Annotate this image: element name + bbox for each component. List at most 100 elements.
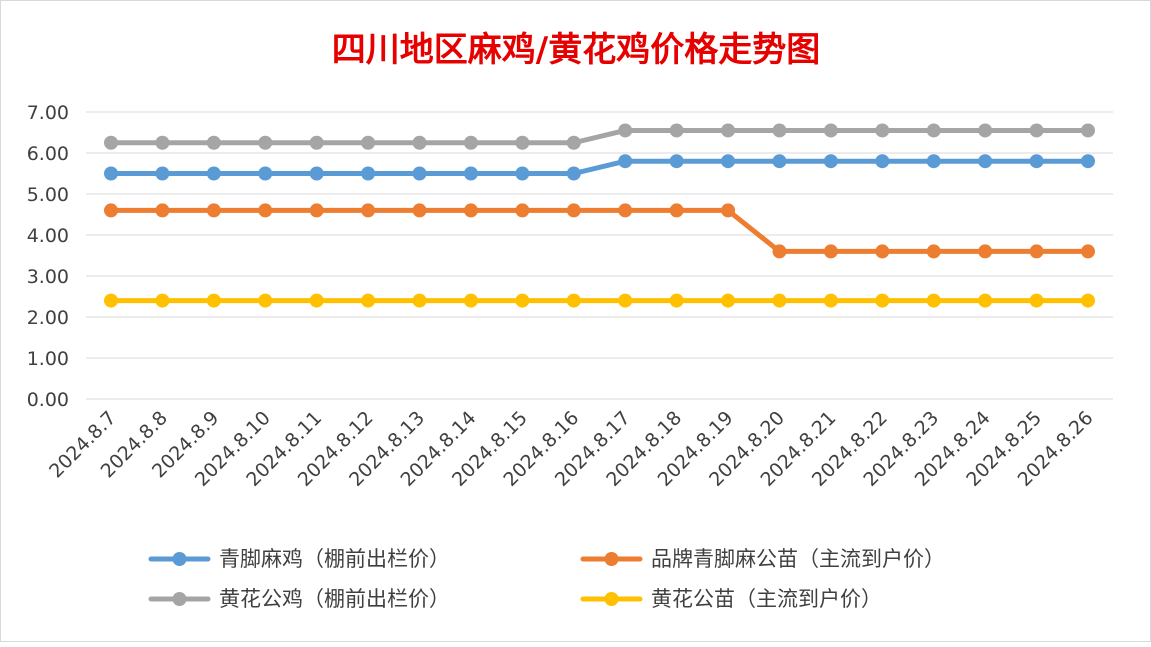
series-3: [104, 123, 1095, 150]
data-point: [978, 154, 993, 169]
data-point: [1081, 293, 1095, 308]
data-point: [309, 166, 324, 181]
data-point: [618, 293, 633, 308]
data-point: [875, 123, 890, 138]
legend-entry: 青脚麻鸡（棚前出栏价）: [148, 547, 450, 571]
legend-label: 青脚麻鸡（棚前出栏价）: [219, 547, 450, 571]
data-point: [669, 293, 684, 308]
data-point: [104, 203, 118, 218]
data-point: [463, 203, 478, 218]
data-point: [823, 154, 838, 169]
series-4: [104, 293, 1095, 308]
data-point: [566, 203, 581, 218]
data-point: [258, 166, 273, 181]
data-point: [875, 293, 890, 308]
data-point: [155, 293, 170, 308]
y-tick-label: 2.00: [27, 307, 69, 329]
data-point: [361, 166, 376, 181]
data-point: [206, 293, 221, 308]
data-point: [463, 135, 478, 150]
data-point: [978, 123, 993, 138]
series-2: [104, 203, 1095, 259]
data-point: [1029, 123, 1044, 138]
data-point: [669, 123, 684, 138]
data-point: [104, 135, 118, 150]
data-point: [1029, 244, 1044, 259]
data-point: [823, 123, 838, 138]
data-point: [155, 203, 170, 218]
data-point: [463, 293, 478, 308]
data-point: [926, 293, 941, 308]
data-point: [618, 123, 633, 138]
data-point: [1029, 293, 1044, 308]
data-point: [155, 166, 170, 181]
data-point: [772, 293, 787, 308]
series-line: [108, 158, 1091, 176]
data-point: [618, 203, 633, 218]
series-line: [108, 207, 1091, 254]
data-point: [309, 293, 324, 308]
y-tick-label: 7.00: [27, 102, 69, 124]
legend-entry: 品牌青脚麻公苗（主流到户价）: [580, 547, 945, 571]
data-point: [566, 166, 581, 181]
data-point: [669, 203, 684, 218]
data-point: [361, 203, 376, 218]
legend-label: 品牌青脚麻公苗（主流到户价）: [651, 547, 945, 571]
data-point: [772, 244, 787, 259]
y-tick-label: 1.00: [27, 348, 69, 370]
data-point: [823, 244, 838, 259]
data-point: [104, 166, 118, 181]
legend-marker: [604, 552, 619, 566]
data-point: [412, 203, 427, 218]
data-point: [206, 203, 221, 218]
data-point: [926, 154, 941, 169]
data-point: [721, 154, 736, 169]
data-point: [258, 135, 273, 150]
data-point: [515, 203, 530, 218]
data-point: [1081, 244, 1095, 259]
data-point: [309, 135, 324, 150]
y-tick-label: 0.00: [27, 389, 69, 411]
data-point: [412, 166, 427, 181]
data-point: [206, 135, 221, 150]
data-point: [463, 166, 478, 181]
legend-marker: [604, 592, 619, 606]
series-lines: [104, 123, 1095, 308]
data-point: [978, 293, 993, 308]
series-line: [108, 127, 1091, 146]
data-point: [515, 135, 530, 150]
data-point: [978, 244, 993, 259]
data-point: [618, 154, 633, 169]
x-axis-ticks: 2024.8.72024.8.82024.8.92024.8.102024.8.…: [45, 407, 1097, 491]
data-point: [926, 244, 941, 259]
data-point: [515, 293, 530, 308]
data-point: [823, 293, 838, 308]
data-point: [875, 154, 890, 169]
data-point: [1081, 123, 1095, 138]
legend-entry: 黄花公鸡（棚前出栏价）: [148, 587, 450, 611]
data-point: [104, 293, 118, 308]
data-point: [566, 293, 581, 308]
y-tick-label: 5.00: [27, 184, 69, 206]
y-tick-label: 6.00: [27, 143, 69, 165]
legend: 青脚麻鸡（棚前出栏价） 品牌青脚麻公苗（主流到户价） 黄花公鸡（棚前出栏价） 黄花公苗…: [148, 547, 945, 611]
data-point: [926, 123, 941, 138]
data-point: [258, 293, 273, 308]
data-point: [206, 166, 221, 181]
y-tick-label: 3.00: [27, 266, 69, 288]
data-point: [721, 203, 736, 218]
legend-marker: [172, 552, 187, 566]
y-axis-ticks: 0.00 1.00 2.00 3.00 4.00 5.00 6.00 7.00: [27, 102, 69, 411]
data-point: [772, 154, 787, 169]
data-point: [721, 293, 736, 308]
data-point: [669, 154, 684, 169]
chart-title: 四川地区麻鸡/黄花鸡价格走势图: [332, 30, 820, 70]
data-point: [361, 135, 376, 150]
data-point: [875, 244, 890, 259]
data-point: [515, 166, 530, 181]
gridlines: [86, 111, 1113, 400]
legend-entry: 黄花公苗（主流到户价）: [580, 587, 882, 611]
data-point: [412, 293, 427, 308]
data-point: [721, 123, 736, 138]
